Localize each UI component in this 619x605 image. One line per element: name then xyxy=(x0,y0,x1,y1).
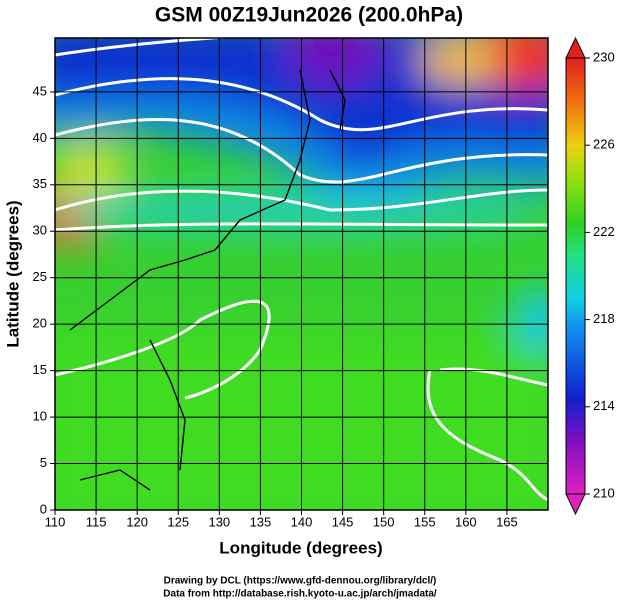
y-tick-label: 20 xyxy=(33,316,47,331)
x-tick-label: 115 xyxy=(86,514,107,529)
x-tick-label: 140 xyxy=(291,514,313,529)
chart-title: GSM 00Z19Jun2026 (200.0hPa) xyxy=(155,4,463,27)
x-tick-label: 160 xyxy=(455,514,477,529)
colorbar-tick-label: 230 xyxy=(593,49,615,64)
credit: Drawing by DCL (https://www.gfd-dennou.o… xyxy=(164,576,437,587)
x-tick-label: 110 xyxy=(45,514,66,529)
y-tick-label: 15 xyxy=(33,362,47,377)
x-tick-label: 135 xyxy=(250,514,272,529)
colorbar-tick-label: 218 xyxy=(593,311,615,326)
x-tick-label: 165 xyxy=(496,514,518,529)
x-tick-label: 130 xyxy=(208,514,230,529)
y-tick-label: 35 xyxy=(33,176,47,191)
colorbar-tick-label: 226 xyxy=(593,137,615,152)
colorbar-tick-label: 210 xyxy=(593,485,615,500)
colorbar xyxy=(565,57,586,495)
y-axis-label: Latitude (degrees) xyxy=(3,200,22,347)
colorbar-extend-bottom xyxy=(565,493,586,516)
colorbar-tick-label: 222 xyxy=(593,224,615,239)
x-tick-label: 150 xyxy=(373,514,395,529)
y-tick-label: 10 xyxy=(33,409,47,424)
x-tick-label: 145 xyxy=(332,514,354,529)
y-tick-label: 25 xyxy=(33,269,47,284)
colorbar-extend-top xyxy=(565,36,586,59)
x-axis-label: Longitude (degrees) xyxy=(219,538,382,557)
credit: Data from http://database.rish.kyoto-u.a… xyxy=(163,589,437,600)
x-tick-label: 125 xyxy=(167,514,189,529)
y-tick-label: 45 xyxy=(33,83,47,98)
y-tick-label: 0 xyxy=(40,501,47,516)
y-tick-label: 5 xyxy=(40,455,47,470)
y-tick-label: 40 xyxy=(33,130,47,145)
grid xyxy=(54,38,548,511)
x-tick-label: 155 xyxy=(414,514,436,529)
y-tick-label: 30 xyxy=(33,223,47,238)
colorbar-tick-label: 214 xyxy=(593,398,615,413)
x-tick-label: 120 xyxy=(126,514,148,529)
